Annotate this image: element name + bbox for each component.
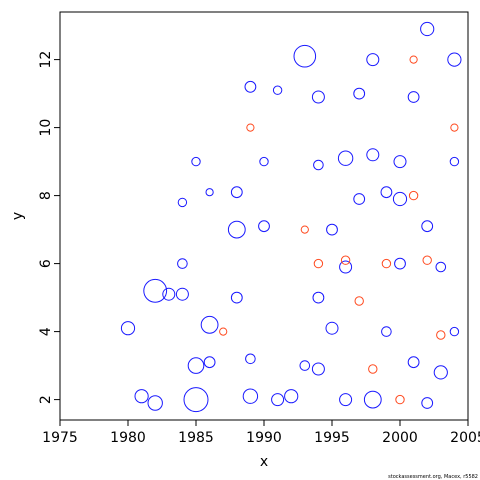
- positive-residual-point: [407, 356, 420, 369]
- x-tick-label: 2000: [382, 430, 418, 446]
- positive-residual-point: [271, 393, 285, 407]
- negative-residual-point: [381, 258, 392, 269]
- positive-residual-point: [449, 156, 460, 167]
- negative-residual-point: [395, 394, 405, 405]
- positive-residual-point: [420, 21, 435, 37]
- positive-residual-point: [203, 356, 216, 369]
- positive-residual-point: [311, 362, 325, 376]
- positive-residual-point: [339, 393, 353, 407]
- positive-residual-point: [258, 220, 270, 233]
- positive-residual-point: [353, 193, 366, 205]
- positive-residual-point: [259, 156, 269, 167]
- negative-residual-point: [300, 225, 309, 234]
- x-tick-label: 1985: [178, 430, 214, 446]
- positive-residual-point: [177, 258, 188, 269]
- positive-residual-point: [339, 260, 353, 274]
- positive-residual-point: [421, 397, 434, 409]
- negative-residual-point: [450, 123, 459, 132]
- x-axis-label: x: [260, 454, 268, 470]
- positive-residual-point: [311, 90, 325, 104]
- positive-residual-point: [325, 321, 339, 335]
- positive-residual-point: [421, 220, 434, 233]
- y-tick-label: 10: [38, 119, 54, 137]
- positive-residual-point: [435, 261, 447, 273]
- x-axis: 1975 1980 1985 1990 1995 2000 2005: [42, 420, 480, 446]
- plot-frame: [59, 11, 469, 421]
- positive-residual-point: [447, 52, 462, 67]
- x-tick-label: 1980: [110, 430, 146, 446]
- positive-residual-point: [187, 357, 205, 374]
- negative-residual-point: [354, 296, 364, 306]
- positive-residual-point: [205, 188, 214, 197]
- x-tick-label: 1995: [314, 430, 350, 446]
- positive-residual-point: [230, 291, 243, 304]
- negative-residual-point: [422, 255, 432, 265]
- positive-residual-point: [134, 389, 149, 404]
- positive-residual-point: [381, 326, 392, 337]
- positive-residual-point: [244, 80, 257, 93]
- positive-residual-point: [120, 321, 136, 336]
- positive-residual-point: [293, 44, 317, 68]
- positive-residual-point: [363, 390, 382, 409]
- negative-residual-point: [436, 330, 446, 340]
- positive-residual-point: [366, 53, 380, 67]
- negative-residual-point: [246, 123, 255, 132]
- positive-residual-point: [392, 191, 408, 207]
- y-tick-label: 8: [38, 191, 54, 200]
- positive-residual-point: [245, 353, 256, 365]
- y-axis-label: y: [10, 212, 26, 220]
- positive-residual-point: [284, 389, 299, 404]
- positive-residual-point: [326, 223, 338, 236]
- positive-residual-point: [200, 315, 219, 334]
- y-tick-label: 2: [38, 395, 54, 404]
- y-tick-label: 6: [38, 259, 54, 268]
- positive-residual-point: [380, 186, 393, 199]
- positive-residual-point: [227, 220, 246, 239]
- plot-area: [120, 21, 462, 413]
- x-tick-label: 2005: [450, 430, 480, 446]
- positive-residual-point: [313, 159, 324, 171]
- negative-residual-point: [408, 190, 419, 201]
- positive-residual-point: [242, 388, 259, 404]
- credit-text: stockassessment.org, Macex, r5582: [388, 474, 478, 480]
- positive-residual-point: [353, 87, 366, 100]
- positive-residual-point: [407, 91, 420, 103]
- y-tick-label: 12: [38, 51, 54, 69]
- x-tick-label: 1975: [42, 430, 78, 446]
- x-tick-label: 1990: [246, 430, 282, 446]
- positive-residual-point: [191, 156, 201, 167]
- positive-residual-point: [230, 186, 243, 199]
- positive-residual-point: [312, 291, 325, 304]
- positive-residual-point: [162, 287, 176, 301]
- positive-residual-point: [177, 197, 188, 208]
- y-axis: 2 4 6 8 10 12: [38, 51, 60, 404]
- positive-residual-point: [393, 155, 407, 169]
- negative-residual-point: [219, 327, 228, 336]
- positive-residual-point: [433, 365, 448, 380]
- negative-residual-point: [409, 55, 418, 64]
- positive-residual-point: [183, 387, 209, 413]
- positive-residual-point: [272, 85, 283, 95]
- positive-residual-point: [366, 148, 380, 162]
- positive-residual-point: [143, 278, 168, 303]
- y-tick-label: 4: [38, 327, 54, 336]
- positive-residual-point: [175, 287, 189, 301]
- negative-residual-point: [340, 255, 351, 265]
- positive-residual-point: [337, 150, 354, 166]
- positive-residual-point: [147, 395, 163, 411]
- negative-residual-point: [313, 258, 324, 269]
- positive-residual-point: [449, 326, 460, 337]
- positive-residual-point: [299, 360, 311, 371]
- positive-residual-point: [394, 257, 406, 270]
- negative-residual-point: [368, 364, 378, 374]
